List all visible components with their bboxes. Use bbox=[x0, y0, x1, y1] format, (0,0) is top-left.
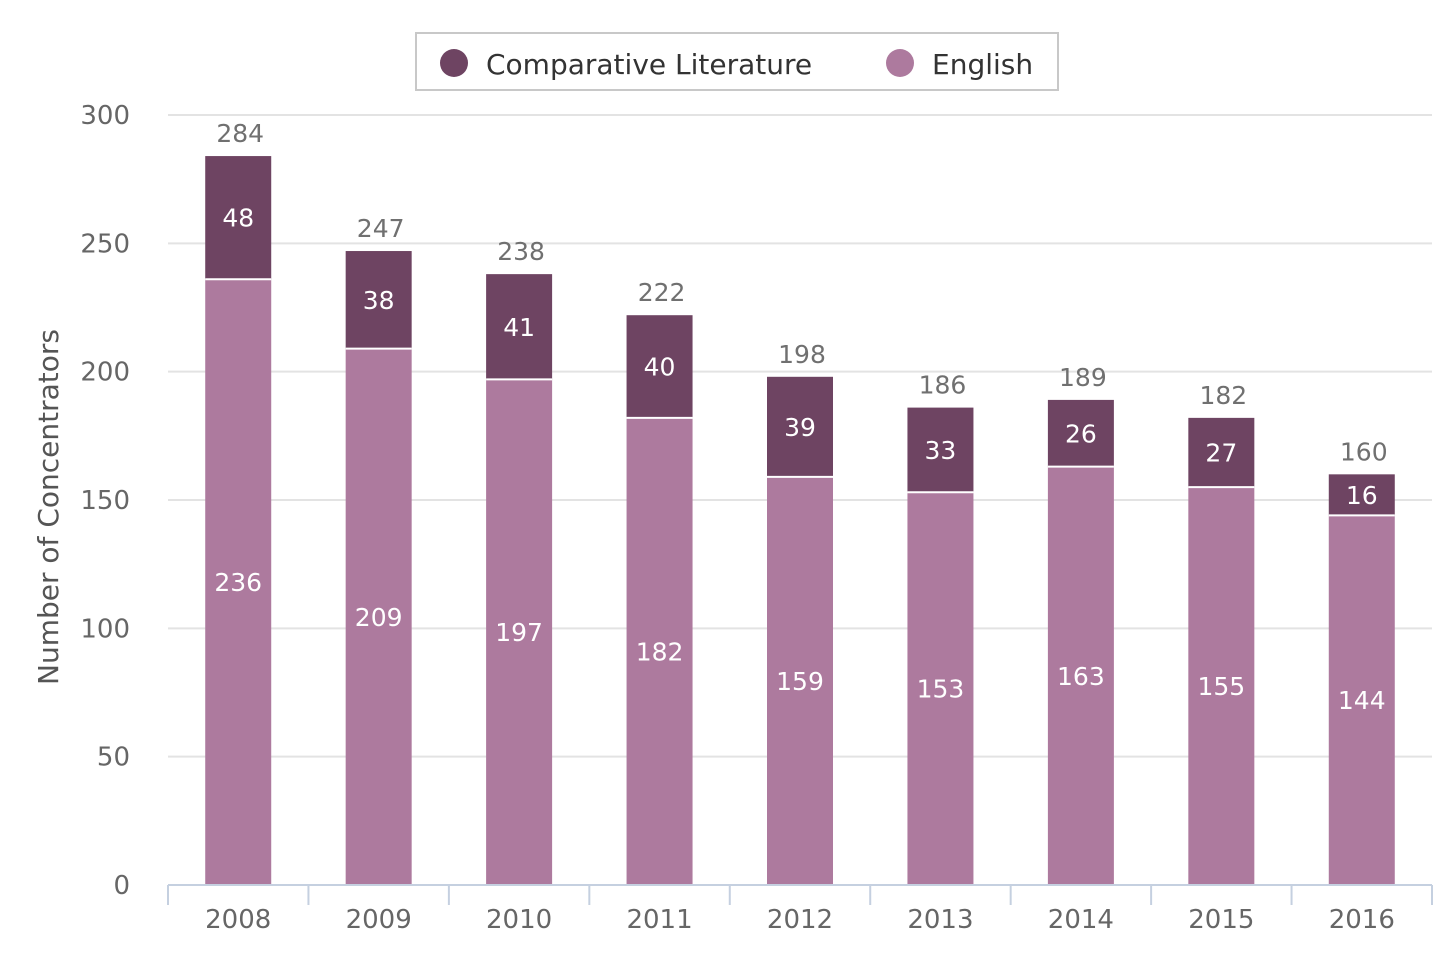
data-label-english: 209 bbox=[355, 603, 403, 632]
data-label-comparative-literature: 33 bbox=[925, 436, 957, 465]
data-label-english: 155 bbox=[1197, 672, 1245, 701]
data-label-total: 222 bbox=[638, 278, 686, 307]
legend-box bbox=[415, 32, 1059, 91]
bar-english[interactable] bbox=[767, 476, 833, 885]
y-tick-label: 200 bbox=[80, 358, 130, 388]
data-label-english: 163 bbox=[1057, 662, 1105, 691]
bar-comparative-literature[interactable] bbox=[1047, 399, 1114, 467]
data-label-comparative-literature: 38 bbox=[363, 286, 395, 315]
data-label-total: 182 bbox=[1199, 381, 1247, 410]
bar-english[interactable] bbox=[626, 417, 693, 885]
legend-marker-english[interactable] bbox=[886, 49, 914, 77]
data-label-comparative-literature: 39 bbox=[784, 413, 816, 442]
x-tick-label: 2013 bbox=[907, 905, 973, 935]
data-label-total: 198 bbox=[778, 340, 826, 369]
y-axis-title: Number of Concentrators bbox=[32, 329, 65, 685]
bar-comparative-literature[interactable] bbox=[626, 315, 693, 418]
bars: 236 48 284 209 38 247 197 41 238 182 40 222 159 39 198… bbox=[205, 119, 1395, 886]
x-axis: 2008 2009 2010 2011 2012 2013 2014 2015 2016 bbox=[167, 884, 1433, 935]
data-label-comparative-literature: 26 bbox=[1065, 419, 1097, 448]
legend-label-comparative-literature[interactable]: Comparative Literature bbox=[486, 48, 812, 81]
bar-english[interactable] bbox=[1047, 466, 1114, 885]
x-tick-label: 2016 bbox=[1329, 905, 1395, 935]
bar-english[interactable] bbox=[907, 492, 974, 885]
bar-english[interactable] bbox=[205, 279, 272, 885]
data-label-total: 186 bbox=[919, 371, 967, 400]
data-label-english: 182 bbox=[636, 637, 684, 666]
legend-label-english[interactable]: English bbox=[932, 48, 1033, 81]
bar-english[interactable] bbox=[345, 348, 412, 886]
data-label-english: 153 bbox=[917, 675, 965, 704]
x-tick-label: 2015 bbox=[1188, 905, 1254, 935]
legend: Comparative Literature English bbox=[415, 32, 1059, 91]
legend-marker-comparative-literature[interactable] bbox=[440, 49, 468, 77]
x-tick-label: 2011 bbox=[626, 905, 692, 935]
bar-comparative-literature[interactable] bbox=[1188, 417, 1255, 488]
bar-comparative-literature[interactable] bbox=[205, 156, 272, 280]
y-tick-label: 0 bbox=[113, 871, 130, 901]
data-label-english: 236 bbox=[214, 568, 262, 597]
data-label-english: 197 bbox=[495, 618, 543, 647]
data-label-comparative-literature: 40 bbox=[644, 353, 676, 382]
y-tick-label: 300 bbox=[80, 101, 130, 131]
bar-comparative-literature[interactable] bbox=[1328, 474, 1395, 516]
bar-english[interactable] bbox=[1188, 487, 1255, 885]
data-label-english: 159 bbox=[776, 667, 824, 696]
data-label-total: 189 bbox=[1059, 363, 1107, 392]
x-tick-label: 2009 bbox=[346, 905, 412, 935]
x-tick-label: 2008 bbox=[205, 905, 271, 935]
y-tick-label: 100 bbox=[80, 614, 130, 644]
y-axis-ticks: 0 50 100 150 200 250 300 bbox=[80, 101, 130, 901]
data-label-total: 247 bbox=[357, 214, 405, 243]
bar-comparative-literature[interactable] bbox=[907, 407, 974, 493]
bar-english[interactable] bbox=[486, 379, 553, 885]
bar-english[interactable] bbox=[1328, 515, 1395, 885]
bar-comparative-literature[interactable] bbox=[486, 274, 553, 380]
bar-comparative-literature[interactable] bbox=[345, 251, 412, 349]
y-tick-label: 150 bbox=[80, 486, 130, 516]
x-tick-label: 2012 bbox=[767, 905, 833, 935]
data-label-total: 284 bbox=[216, 119, 264, 148]
bar-comparative-literature[interactable] bbox=[767, 376, 833, 477]
y-tick-label: 50 bbox=[97, 743, 130, 773]
data-label-comparative-literature: 16 bbox=[1346, 481, 1378, 510]
data-label-total: 238 bbox=[497, 237, 545, 266]
data-label-total: 160 bbox=[1340, 437, 1388, 466]
x-tick-label: 2010 bbox=[486, 905, 552, 935]
data-label-comparative-literature: 27 bbox=[1205, 439, 1237, 468]
data-label-comparative-literature: 48 bbox=[222, 204, 254, 233]
data-label-english: 144 bbox=[1338, 686, 1386, 715]
y-tick-label: 250 bbox=[80, 229, 130, 259]
data-label-comparative-literature: 41 bbox=[503, 313, 535, 342]
x-tick-label: 2014 bbox=[1048, 905, 1114, 935]
